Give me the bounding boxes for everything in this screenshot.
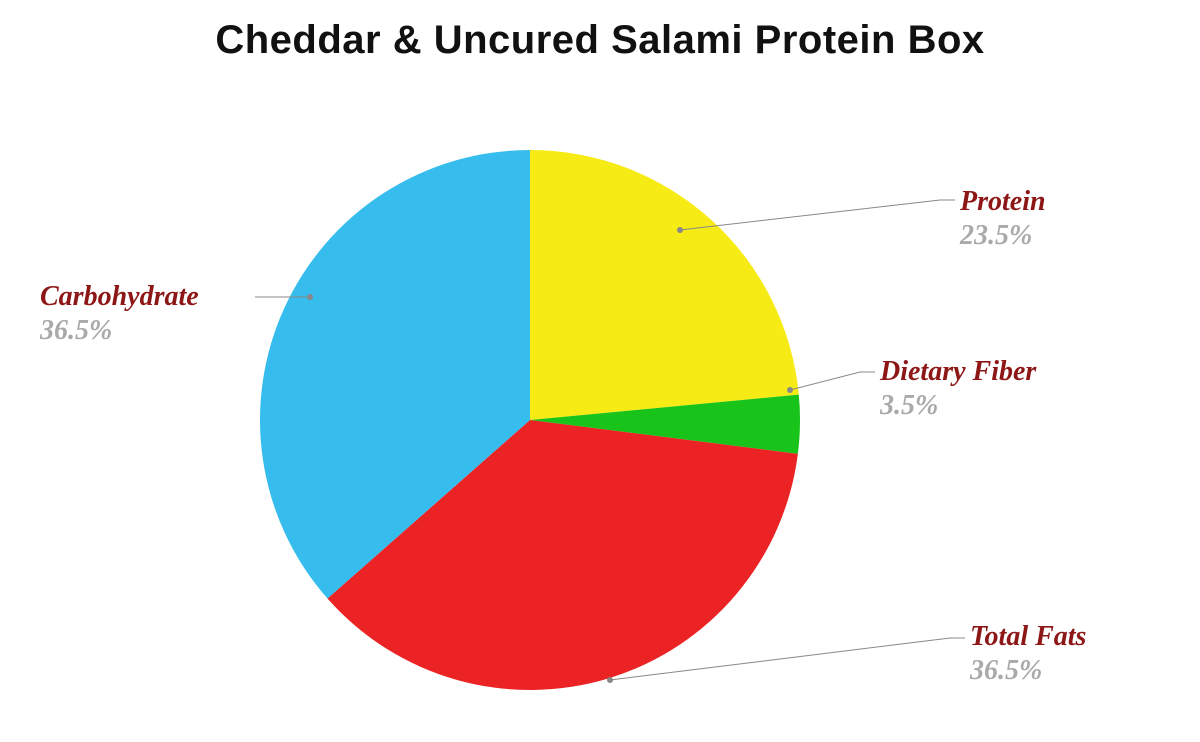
leader-dot (607, 677, 613, 683)
slice-label-value: 36.5% (40, 314, 199, 348)
chart-container: Cheddar & Uncured Salami Protein Box Pro… (0, 0, 1200, 742)
leader-dot (787, 387, 793, 393)
slice-label-name: Dietary Fiber (880, 355, 1036, 389)
leader-line (680, 200, 955, 230)
slice-label-name: Total Fats (970, 620, 1086, 654)
leader-dot (307, 294, 313, 300)
slice-label-dietary-fiber: Dietary Fiber3.5% (880, 355, 1036, 422)
pie-slice-protein (530, 150, 799, 420)
slice-label-protein: Protein23.5% (960, 185, 1046, 252)
slice-label-name: Protein (960, 185, 1046, 219)
slice-label-carbohydrate: Carbohydrate36.5% (40, 280, 199, 347)
slice-label-value: 23.5% (960, 219, 1046, 253)
slice-label-value: 3.5% (880, 389, 1036, 423)
leader-dot (677, 227, 683, 233)
slice-label-value: 36.5% (970, 654, 1086, 688)
leader-line (790, 372, 875, 390)
slice-label-total-fats: Total Fats36.5% (970, 620, 1086, 687)
slice-label-name: Carbohydrate (40, 280, 199, 314)
